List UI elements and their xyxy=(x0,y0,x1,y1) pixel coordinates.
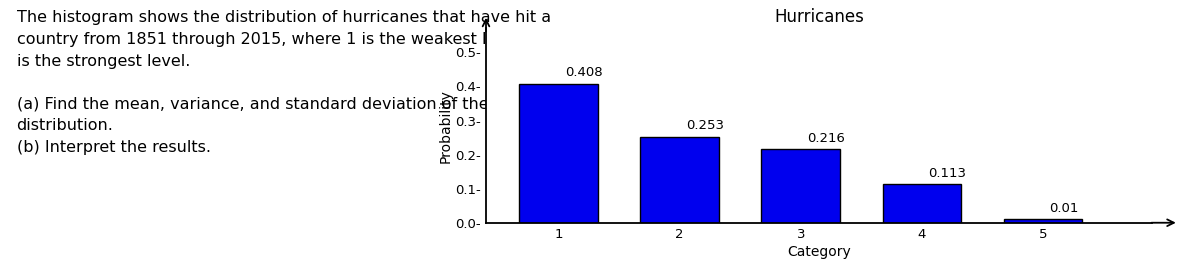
Text: 0.253: 0.253 xyxy=(686,119,724,132)
X-axis label: Category: Category xyxy=(787,245,851,259)
Bar xyxy=(520,84,598,223)
Text: 0.113: 0.113 xyxy=(928,167,966,180)
Bar xyxy=(1003,219,1082,223)
Text: 0.01: 0.01 xyxy=(1049,202,1079,215)
Bar xyxy=(762,149,840,223)
Title: Hurricanes: Hurricanes xyxy=(774,8,864,26)
Y-axis label: Probability: Probability xyxy=(439,89,452,163)
Text: The histogram shows the distribution of hurricanes that have hit a
country from : The histogram shows the distribution of … xyxy=(17,10,580,155)
Text: 0.408: 0.408 xyxy=(565,66,602,79)
Bar xyxy=(882,184,961,223)
Bar xyxy=(641,136,719,223)
Text: 0.216: 0.216 xyxy=(806,132,845,145)
